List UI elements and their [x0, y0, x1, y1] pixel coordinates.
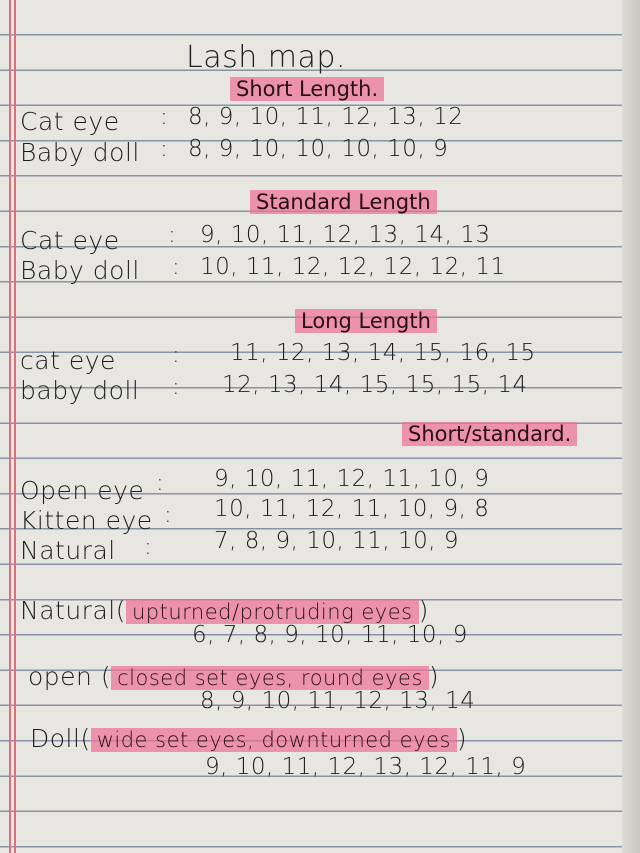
row-label: Baby doll	[20, 256, 140, 285]
style-entry: Natural(upturned/protruding eyes)	[20, 596, 429, 625]
row-values: 7, 8, 9, 10, 11, 10, 9	[214, 528, 460, 554]
row-values: 12, 13, 14, 15, 15, 15, 14	[222, 372, 528, 398]
row-label: Baby doll	[20, 138, 140, 167]
style-entry: Doll(wide set eyes, downturned eyes)	[30, 724, 467, 753]
style-name: Doll	[30, 724, 81, 753]
row-values: 9, 10, 11, 12, 11, 10, 9	[214, 466, 490, 492]
row-values: 9, 10, 11, 12, 13, 14, 13	[200, 222, 491, 248]
style-name: open	[28, 662, 93, 691]
row-values: 10, 11, 12, 11, 10, 9, 8	[214, 496, 490, 522]
style-values: 8, 9, 10, 11, 12, 13, 14	[200, 688, 476, 714]
row-values: 8, 9, 10, 10, 10, 10, 9	[188, 136, 449, 162]
colon: :	[172, 342, 181, 368]
eye-types: upturned/protruding eyes	[125, 600, 419, 624]
open-paren: (	[115, 596, 126, 625]
row-label: Kitten eye	[20, 506, 153, 535]
colon: :	[160, 104, 169, 130]
margin-line	[9, 0, 11, 853]
row-values: 11, 12, 13, 14, 15, 16, 15	[230, 340, 536, 366]
margin-line	[14, 0, 16, 853]
row-label: cat eye	[20, 346, 116, 375]
section-heading: Short Length.	[230, 77, 385, 101]
colon: :	[156, 470, 165, 496]
style-values: 6, 7, 8, 9, 10, 11, 10, 9	[192, 622, 468, 648]
page-title: Lash map.	[186, 40, 346, 75]
section-heading: Long Length	[295, 309, 437, 333]
close-paren: )	[428, 662, 440, 691]
style-entry: open (closed set eyes, round eyes)	[28, 662, 439, 691]
row-label: Natural	[20, 536, 116, 565]
section-heading: Standard Length	[250, 190, 437, 214]
style-name: Natural	[20, 596, 116, 625]
row-values: 8, 9, 10, 11, 12, 13, 12	[188, 104, 464, 130]
eye-types: wide set eyes, downturned eyes	[90, 728, 457, 752]
close-paren: )	[418, 596, 429, 625]
colon: :	[172, 374, 181, 400]
colon: :	[172, 254, 181, 280]
eye-types: closed set eyes, round eyes	[111, 666, 429, 690]
colon: :	[160, 136, 169, 162]
colon: :	[164, 502, 173, 528]
open-paren: (	[80, 724, 91, 753]
colon: :	[144, 534, 153, 560]
row-values: 10, 11, 12, 12, 12, 12, 11	[200, 254, 506, 280]
open-paren: (	[100, 662, 112, 691]
close-paren: )	[456, 724, 468, 753]
paper-edge	[622, 0, 640, 853]
row-label: baby doll	[20, 376, 140, 405]
row-label: Open eye	[20, 476, 145, 505]
colon: :	[168, 222, 177, 248]
style-values: 9, 10, 11, 12, 13, 12, 11, 9	[205, 754, 527, 780]
section-heading: Short/standard.	[402, 422, 578, 446]
row-label: Cat eye	[20, 226, 120, 255]
row-label: Cat eye	[20, 107, 120, 136]
